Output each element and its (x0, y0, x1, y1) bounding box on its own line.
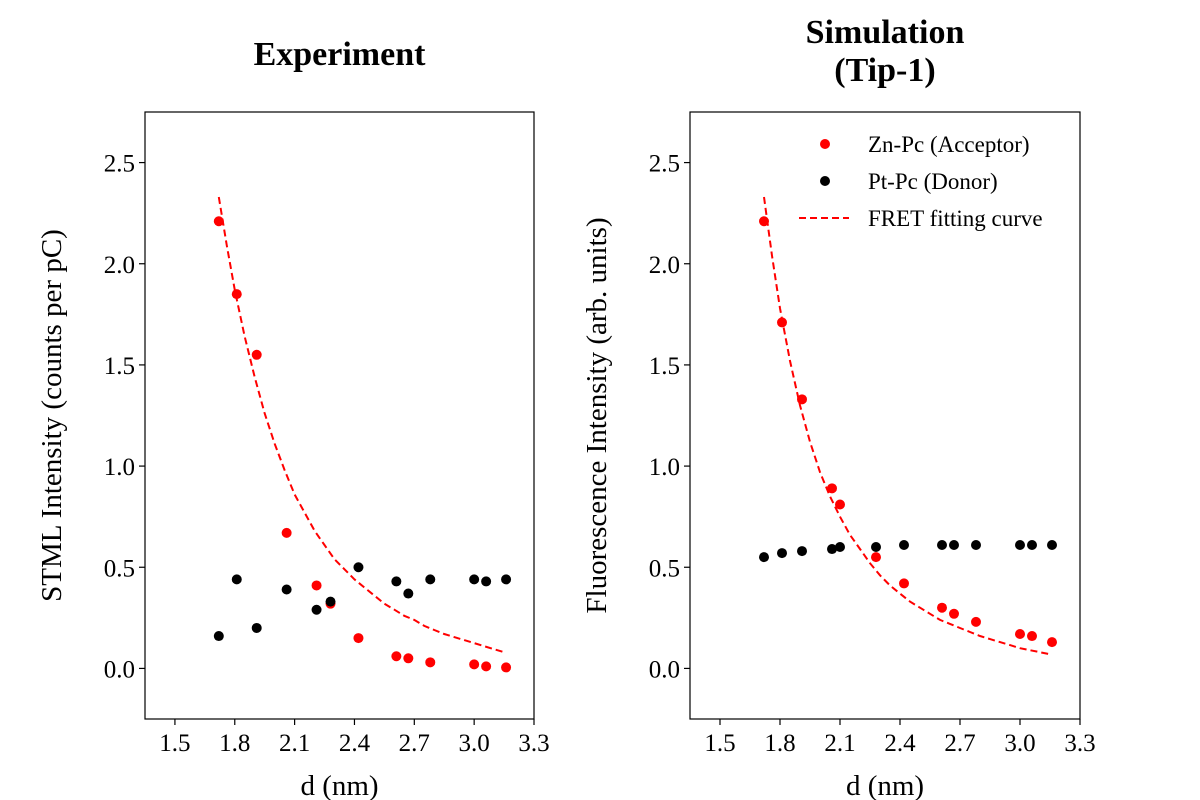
donor-data-point (425, 574, 436, 585)
acceptor-data-point (971, 616, 981, 627)
acceptor-data-point (403, 653, 414, 664)
acceptor-data-point (311, 580, 322, 591)
acceptor-data-point (231, 289, 242, 300)
donor-data-point (797, 546, 807, 557)
donor-data-point (353, 562, 364, 573)
donor-data-point (213, 631, 224, 642)
donor-data-point (899, 539, 909, 550)
fret-fitting-curve (217, 196, 505, 654)
chart-title-line: Simulation (806, 14, 965, 51)
donor-data-point (251, 622, 262, 633)
acceptor-data-point (937, 602, 947, 613)
acceptor-data-point (391, 651, 402, 662)
x-tick-label: 2.1 (824, 730, 855, 757)
acceptor-data-point (835, 499, 845, 510)
legend-entry-label: Zn-Pc (Acceptor) (868, 132, 1030, 157)
chart-panel-1: Experiment 1.5 1.8 2.1 2.4 2.7 3.0 3.3 0.0 0.5 1.0… (36, 36, 550, 800)
acceptor-data-point (827, 483, 837, 494)
donor-data-point (231, 574, 242, 585)
x-tick-label: 2.7 (399, 730, 430, 757)
x-tick-label: 1.5 (704, 730, 735, 757)
acceptor-data-point (481, 661, 492, 672)
acceptor-data-point (899, 578, 909, 589)
chart-panel-2: Simulation(Tip-1) 1.5 1.8 2.1 2.4 2.7 3.0 3.3 0.… (581, 14, 1096, 800)
donor-data-point (469, 574, 480, 585)
donor-data-point (391, 576, 402, 587)
acceptor-data-point (501, 662, 512, 673)
donor-data-point (1027, 539, 1037, 550)
chart-title-line: (Tip-1) (834, 52, 935, 89)
y-axis-label: STML Intensity (counts per pC) (36, 229, 68, 602)
donor-data-point (501, 574, 512, 585)
donor-data-point (759, 552, 769, 563)
x-tick-label: 1.8 (219, 730, 250, 757)
x-tick-label: 1.8 (764, 730, 795, 757)
donor-data-point (1047, 539, 1057, 550)
x-tick-label: 2.4 (884, 730, 916, 757)
y-tick-label: 1.5 (104, 353, 135, 380)
acceptor-data-point (1027, 631, 1037, 642)
donor-data-point (481, 576, 492, 587)
donor-data-point (325, 596, 336, 607)
acceptor-data-point (353, 633, 364, 644)
fret-fitting-curve (763, 196, 1051, 656)
y-tick-label: 1.0 (104, 454, 135, 481)
donor-data-point (871, 542, 881, 553)
chart-title-line: Experiment (254, 36, 427, 73)
donor-data-point (835, 542, 845, 553)
legend-entry-label: Pt-Pc (Donor) (868, 169, 998, 194)
acceptor-data-point (469, 659, 480, 670)
donor-data-point (281, 584, 292, 595)
acceptor-data-point (1047, 637, 1057, 648)
x-tick-label: 3.0 (459, 730, 490, 757)
y-tick-label: 2.0 (104, 252, 135, 279)
acceptor-data-point (797, 394, 807, 405)
acceptor-data-point (251, 349, 262, 360)
acceptor-data-point (1015, 629, 1025, 640)
donor-data-point (937, 539, 947, 550)
acceptor-data-point (759, 216, 769, 227)
acceptor-data-point (949, 608, 959, 619)
acceptor-data-point (213, 216, 224, 227)
x-tick-label: 2.4 (339, 730, 371, 757)
y-tick-label: 1.0 (649, 454, 680, 481)
legend-marker-swatch (820, 139, 830, 149)
x-tick-label: 3.0 (1004, 730, 1035, 757)
legend: Zn-Pc (Acceptor) Pt-Pc (Donor) FRET fittin… (799, 132, 1043, 231)
x-tick-label: 3.3 (1064, 730, 1095, 757)
donor-data-point (311, 604, 322, 615)
acceptor-data-point (425, 657, 436, 668)
y-tick-label: 1.5 (649, 353, 680, 380)
x-axis-label: d (nm) (300, 770, 378, 800)
x-axis-label: d (nm) (846, 770, 924, 800)
x-tick-label: 1.5 (159, 730, 190, 757)
x-tick-label: 3.3 (518, 730, 549, 757)
donor-data-point (971, 539, 981, 550)
y-tick-label: 2.5 (104, 151, 135, 178)
y-tick-label: 0.0 (649, 656, 680, 683)
donor-data-point (827, 544, 837, 555)
x-tick-label: 2.7 (944, 730, 975, 757)
plot-frame (689, 111, 1081, 720)
acceptor-data-point (281, 527, 292, 538)
y-axis-label: Fluorescence Intensity (arb. units) (581, 217, 613, 613)
donor-data-point (403, 588, 414, 599)
legend-entry-label: FRET fitting curve (868, 206, 1043, 231)
plot-frame (144, 111, 535, 720)
y-tick-label: 0.5 (104, 555, 135, 582)
acceptor-data-point (871, 552, 881, 563)
x-tick-label: 2.1 (279, 730, 310, 757)
donor-data-point (777, 548, 787, 559)
donor-data-point (949, 539, 959, 550)
y-tick-label: 2.5 (649, 151, 680, 178)
legend-marker-swatch (820, 176, 830, 186)
y-tick-label: 0.0 (104, 656, 135, 683)
y-tick-label: 0.5 (649, 555, 680, 582)
donor-data-point (1015, 539, 1025, 550)
y-tick-label: 2.0 (649, 252, 680, 279)
